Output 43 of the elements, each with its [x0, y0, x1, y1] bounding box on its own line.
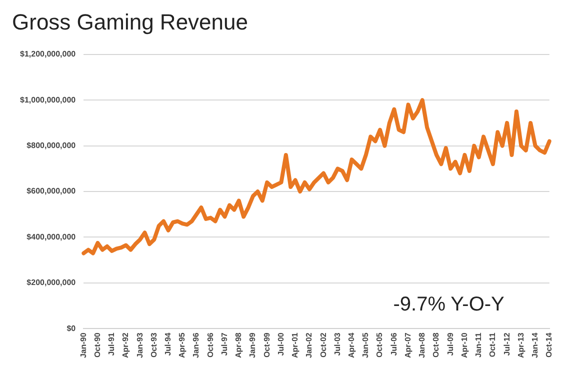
x-tick-label: Jan-08 — [418, 332, 427, 358]
x-tick-label: Jan-90 — [78, 332, 88, 358]
y-tick-label: $1,000,000,000 — [20, 95, 76, 104]
y-tick-label: $1,200,000,000 — [20, 50, 76, 59]
y-tick-label: $0 — [66, 324, 76, 333]
x-tick-label: Apr-13 — [516, 332, 526, 358]
x-tick-label: Jan-99 — [248, 332, 258, 358]
y-tick-label: $200,000,000 — [26, 278, 76, 288]
x-tick-label: Jul-06 — [389, 332, 398, 356]
x-tick-label: Jul-94 — [164, 332, 172, 356]
x-tick-label: Jan-93 — [135, 332, 144, 358]
x-tick-label: Jul-12 — [502, 332, 512, 356]
x-tick-label: Oct-11 — [488, 332, 498, 358]
x-tick-label: Jul-03 — [332, 332, 342, 356]
x-tick-label: Apr-95 — [178, 332, 187, 358]
chart-title: Gross Gaming Revenue — [12, 9, 248, 34]
x-tick-label: Jul-91 — [107, 332, 116, 356]
annotation: -9.7% Y-O-Y — [393, 294, 504, 316]
x-tick-label: Apr-98 — [234, 332, 244, 358]
x-tick-label: Jul-09 — [446, 332, 455, 356]
x-tick-label: Oct-93 — [149, 332, 158, 358]
x-tick-label: Oct-90 — [92, 332, 102, 358]
x-tick-label: Apr-07 — [403, 332, 412, 358]
x-tick-label: Oct-08 — [432, 332, 441, 358]
x-tick-label: Apr-01 — [290, 332, 300, 358]
x-tick-label: Jul-97 — [220, 332, 229, 356]
x-tick-label: Apr-92 — [121, 332, 130, 358]
x-tick-label: Jan-05 — [361, 332, 370, 358]
x-tick-label: Oct-14 — [544, 332, 554, 358]
y-tick-label: $600,000,000 — [26, 186, 76, 196]
x-tick-label: Oct-02 — [318, 332, 328, 358]
x-tick-label: Jan-11 — [474, 332, 484, 358]
x-tick-label: Oct-96 — [206, 332, 215, 358]
y-tick-label: $800,000,000 — [26, 141, 76, 150]
x-tick-label: Apr-04 — [346, 332, 356, 358]
x-tick-label: Jan-96 — [192, 332, 201, 358]
x-tick-label: Jan-02 — [304, 332, 314, 358]
x-tick-label: Oct-99 — [262, 332, 272, 358]
x-tick-label: Apr-10 — [460, 332, 469, 358]
x-tick-label: Jan-14 — [530, 332, 540, 358]
x-tick-label: Jul-00 — [276, 332, 286, 356]
y-tick-label: $400,000,000 — [26, 232, 76, 242]
x-tick-label: Oct-05 — [375, 332, 384, 358]
